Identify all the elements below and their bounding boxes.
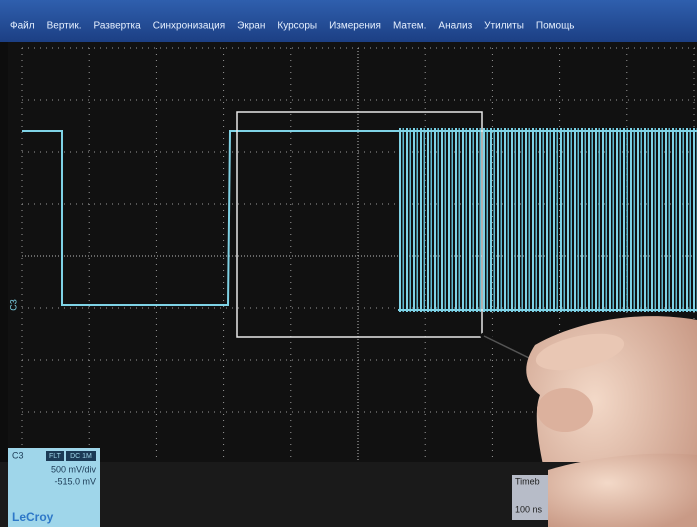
menu-item[interactable]: Развертка bbox=[94, 21, 142, 32]
menu-item[interactable]: Файл bbox=[10, 21, 35, 32]
badge-text: DC 1M bbox=[70, 453, 92, 460]
badge-text: FLT bbox=[49, 453, 62, 460]
thumb bbox=[535, 333, 625, 371]
brand: LeCroy bbox=[12, 510, 54, 524]
waveform-burst bbox=[398, 128, 697, 312]
menu-bar bbox=[0, 0, 697, 42]
menu-item[interactable]: Помощь bbox=[536, 21, 575, 32]
menu-item[interactable]: Анализ bbox=[438, 21, 472, 32]
channel-panel[interactable] bbox=[8, 448, 100, 527]
finger bbox=[537, 388, 593, 432]
waveform bbox=[22, 130, 398, 306]
menu-item[interactable]: Синхронизация bbox=[153, 21, 225, 32]
hand-lower bbox=[548, 453, 697, 527]
zoom-rect bbox=[236, 111, 483, 338]
badge bbox=[66, 451, 96, 461]
timebase-title: Timeb bbox=[515, 476, 540, 486]
channel-name: C3 bbox=[12, 450, 24, 460]
timebase-value: 100 ns bbox=[515, 504, 543, 514]
menu-item[interactable]: Вертик. bbox=[47, 21, 82, 32]
menu-item[interactable]: Утилиты bbox=[484, 21, 524, 32]
menu-item[interactable]: Курсоры bbox=[277, 21, 317, 32]
channel-scale: 500 mV/div bbox=[51, 464, 97, 474]
menu-item[interactable]: Измерения bbox=[329, 21, 381, 32]
menu-item[interactable]: Экран bbox=[237, 21, 265, 32]
menu-item[interactable]: Матем. bbox=[393, 21, 426, 32]
channel-offset: -515.0 mV bbox=[54, 476, 96, 486]
trace-marker: C3 bbox=[8, 299, 18, 311]
menu: Файл Вертик. Развертка Синхронизация Экран Ку… bbox=[10, 21, 575, 32]
badge bbox=[46, 451, 64, 461]
